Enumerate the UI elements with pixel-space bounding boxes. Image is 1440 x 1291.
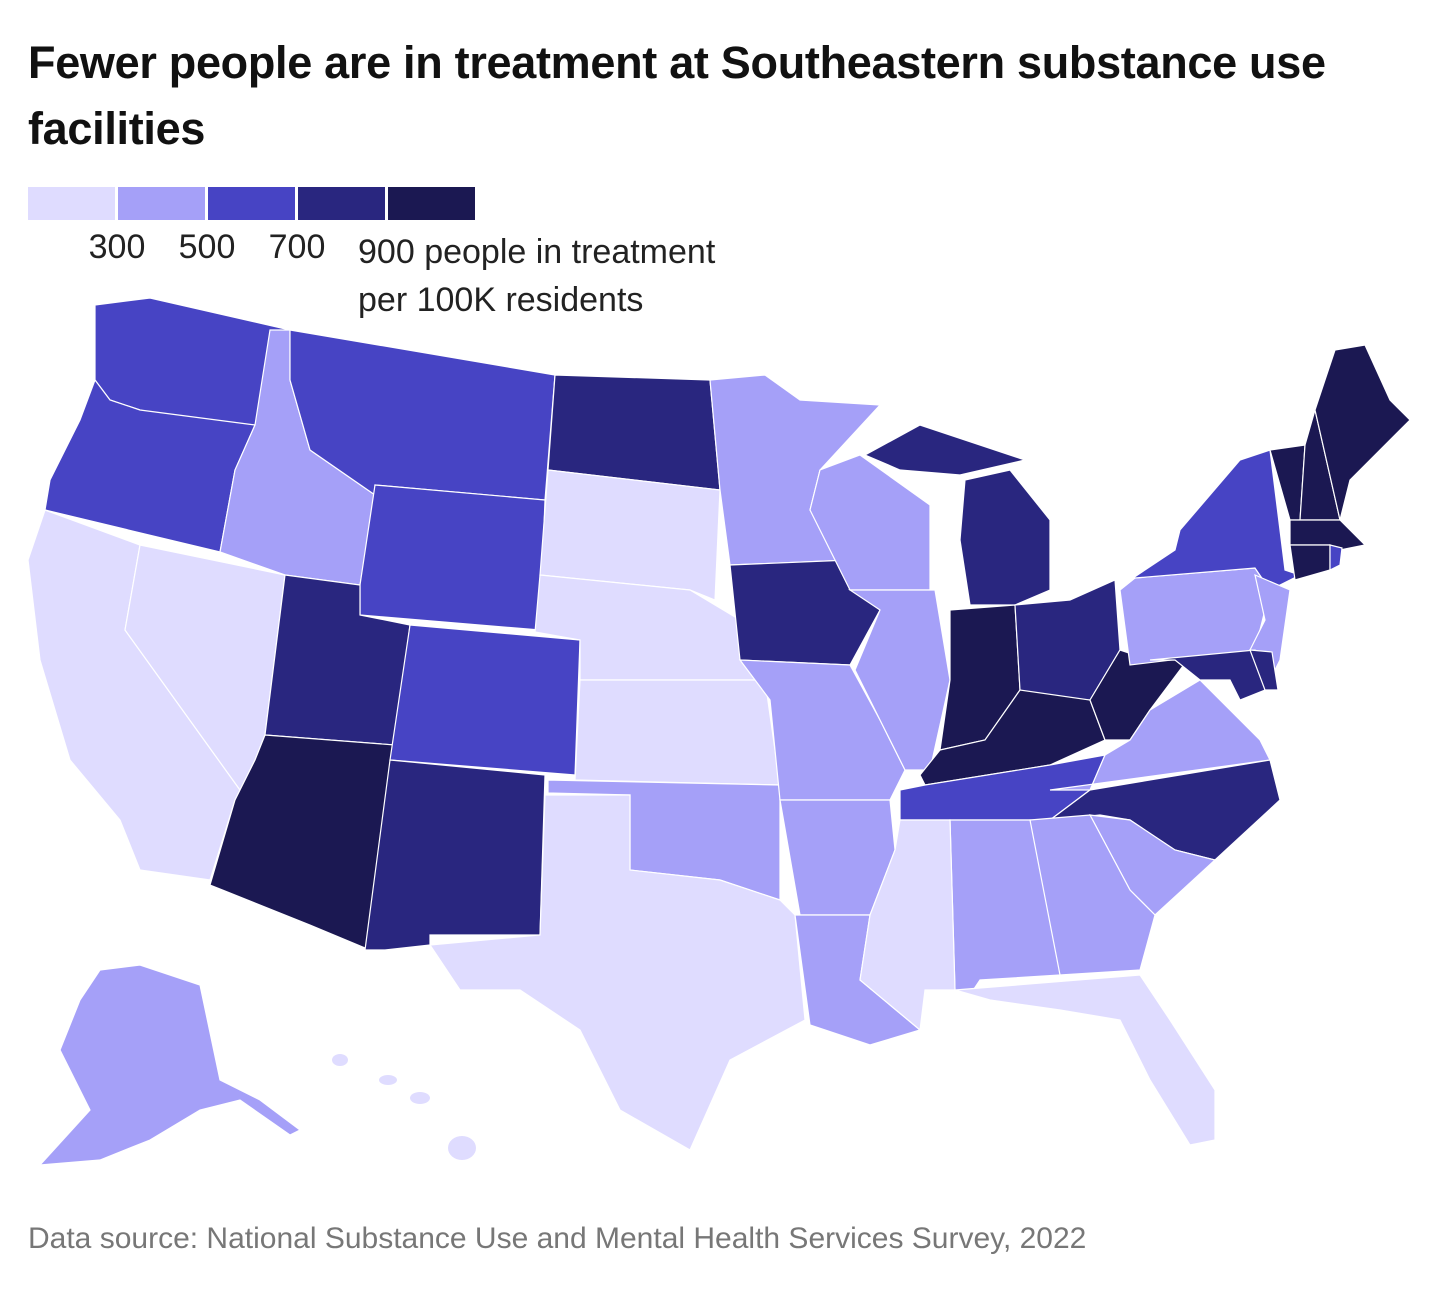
state-va <box>1049 679 1271 791</box>
legend-unit-line1: people in treatment <box>424 233 716 271</box>
state-ms <box>859 819 956 1032</box>
state-ak <box>38 964 302 1166</box>
state-wy <box>359 484 546 631</box>
legend-unit-line2: per 100K residents <box>358 281 644 319</box>
state-ny <box>1129 449 1302 591</box>
state-ks <box>574 679 781 786</box>
legend-swatch-3 <box>208 187 295 220</box>
legend-swatch-1 <box>28 187 115 220</box>
state-hi-island <box>332 1054 348 1066</box>
legend-threshold-900: 900 <box>358 233 415 271</box>
chart-title: Fewer people are in treatment at Southea… <box>28 37 1326 154</box>
state-hi-island <box>410 1092 430 1104</box>
state-ct <box>1289 544 1331 581</box>
state-hi-island <box>379 1075 397 1085</box>
legend-threshold-300: 300 <box>88 228 146 266</box>
state-tx <box>428 794 806 1151</box>
state-miu <box>863 424 1028 476</box>
state-ia <box>729 559 881 666</box>
legend-swatch-4 <box>298 187 385 220</box>
legend-threshold-700: 700 <box>268 228 326 266</box>
state-me <box>1314 344 1411 521</box>
state-mi <box>959 469 1051 606</box>
state-ri <box>1329 544 1343 571</box>
state-mo <box>738 659 906 801</box>
state-co <box>389 624 581 776</box>
color-legend <box>28 187 475 220</box>
state-de <box>1249 649 1279 691</box>
state-sd <box>539 469 721 601</box>
legend-swatch-2 <box>118 187 205 220</box>
state-nm <box>364 759 546 951</box>
state-hi-island <box>448 1136 476 1160</box>
state-fl <box>954 974 1216 1146</box>
legend-unit: 900 people in treatment per 100K residen… <box>358 228 715 324</box>
legend-threshold-500: 500 <box>178 228 236 266</box>
state-il <box>848 589 951 771</box>
legend-swatch-5 <box>388 187 475 220</box>
data-source: Data source: National Substance Use and … <box>28 1222 1087 1255</box>
